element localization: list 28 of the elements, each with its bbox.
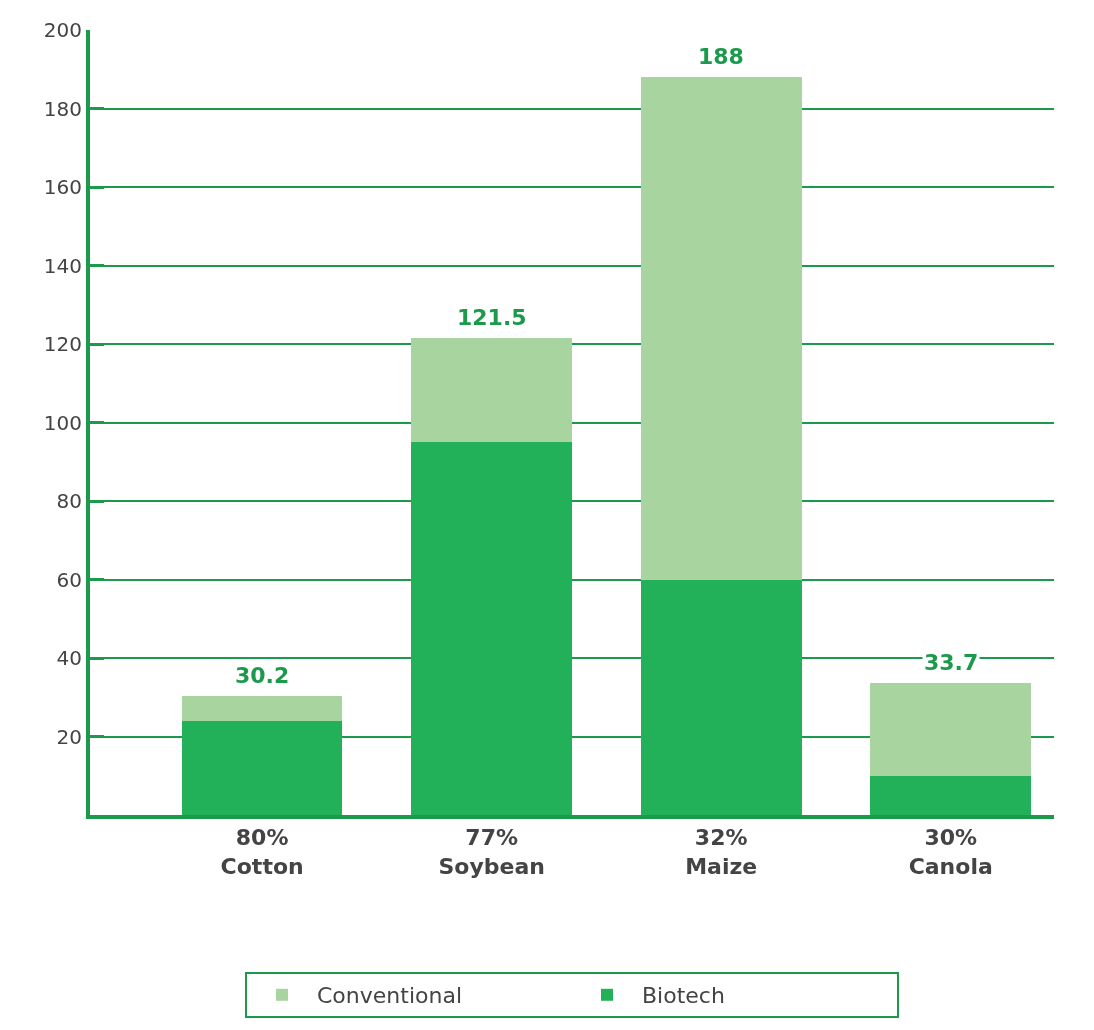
x-tick-label: 80% Cotton — [220, 825, 304, 879]
bar — [870, 682, 1032, 776]
total-label: 33.7 — [924, 650, 979, 675]
bar — [870, 775, 1032, 815]
y-tick-label: 80 — [56, 489, 82, 513]
y-tick-label: 160 — [43, 175, 82, 199]
y-tick-label: 180 — [43, 96, 82, 121]
y-tick-label: 100 — [43, 410, 82, 435]
y-tick-label: 200 — [43, 18, 82, 42]
legend-label: Biotech — [642, 983, 725, 1009]
legend-label: Conventional — [317, 983, 462, 1009]
y-tick-label: 120 — [43, 332, 82, 356]
x-tick-label: 30% Canola — [908, 825, 993, 879]
x-tick-label: 32% Maize — [685, 825, 758, 879]
bar — [640, 77, 802, 580]
bar — [181, 720, 343, 815]
total-label: 188 — [698, 44, 744, 69]
total-label: 30.2 — [235, 663, 290, 688]
bar — [181, 696, 343, 721]
y-tick-label: 40 — [56, 646, 82, 670]
bar — [411, 338, 572, 443]
y-tick-label: 60 — [56, 567, 82, 592]
total-label: 121.5 — [457, 305, 527, 330]
y-tick-label: 140 — [43, 253, 82, 278]
bar — [411, 442, 572, 815]
y-tick-label: 20 — [56, 724, 82, 749]
bar — [640, 579, 802, 815]
x-tick-label: 77% Soybean — [438, 825, 545, 879]
